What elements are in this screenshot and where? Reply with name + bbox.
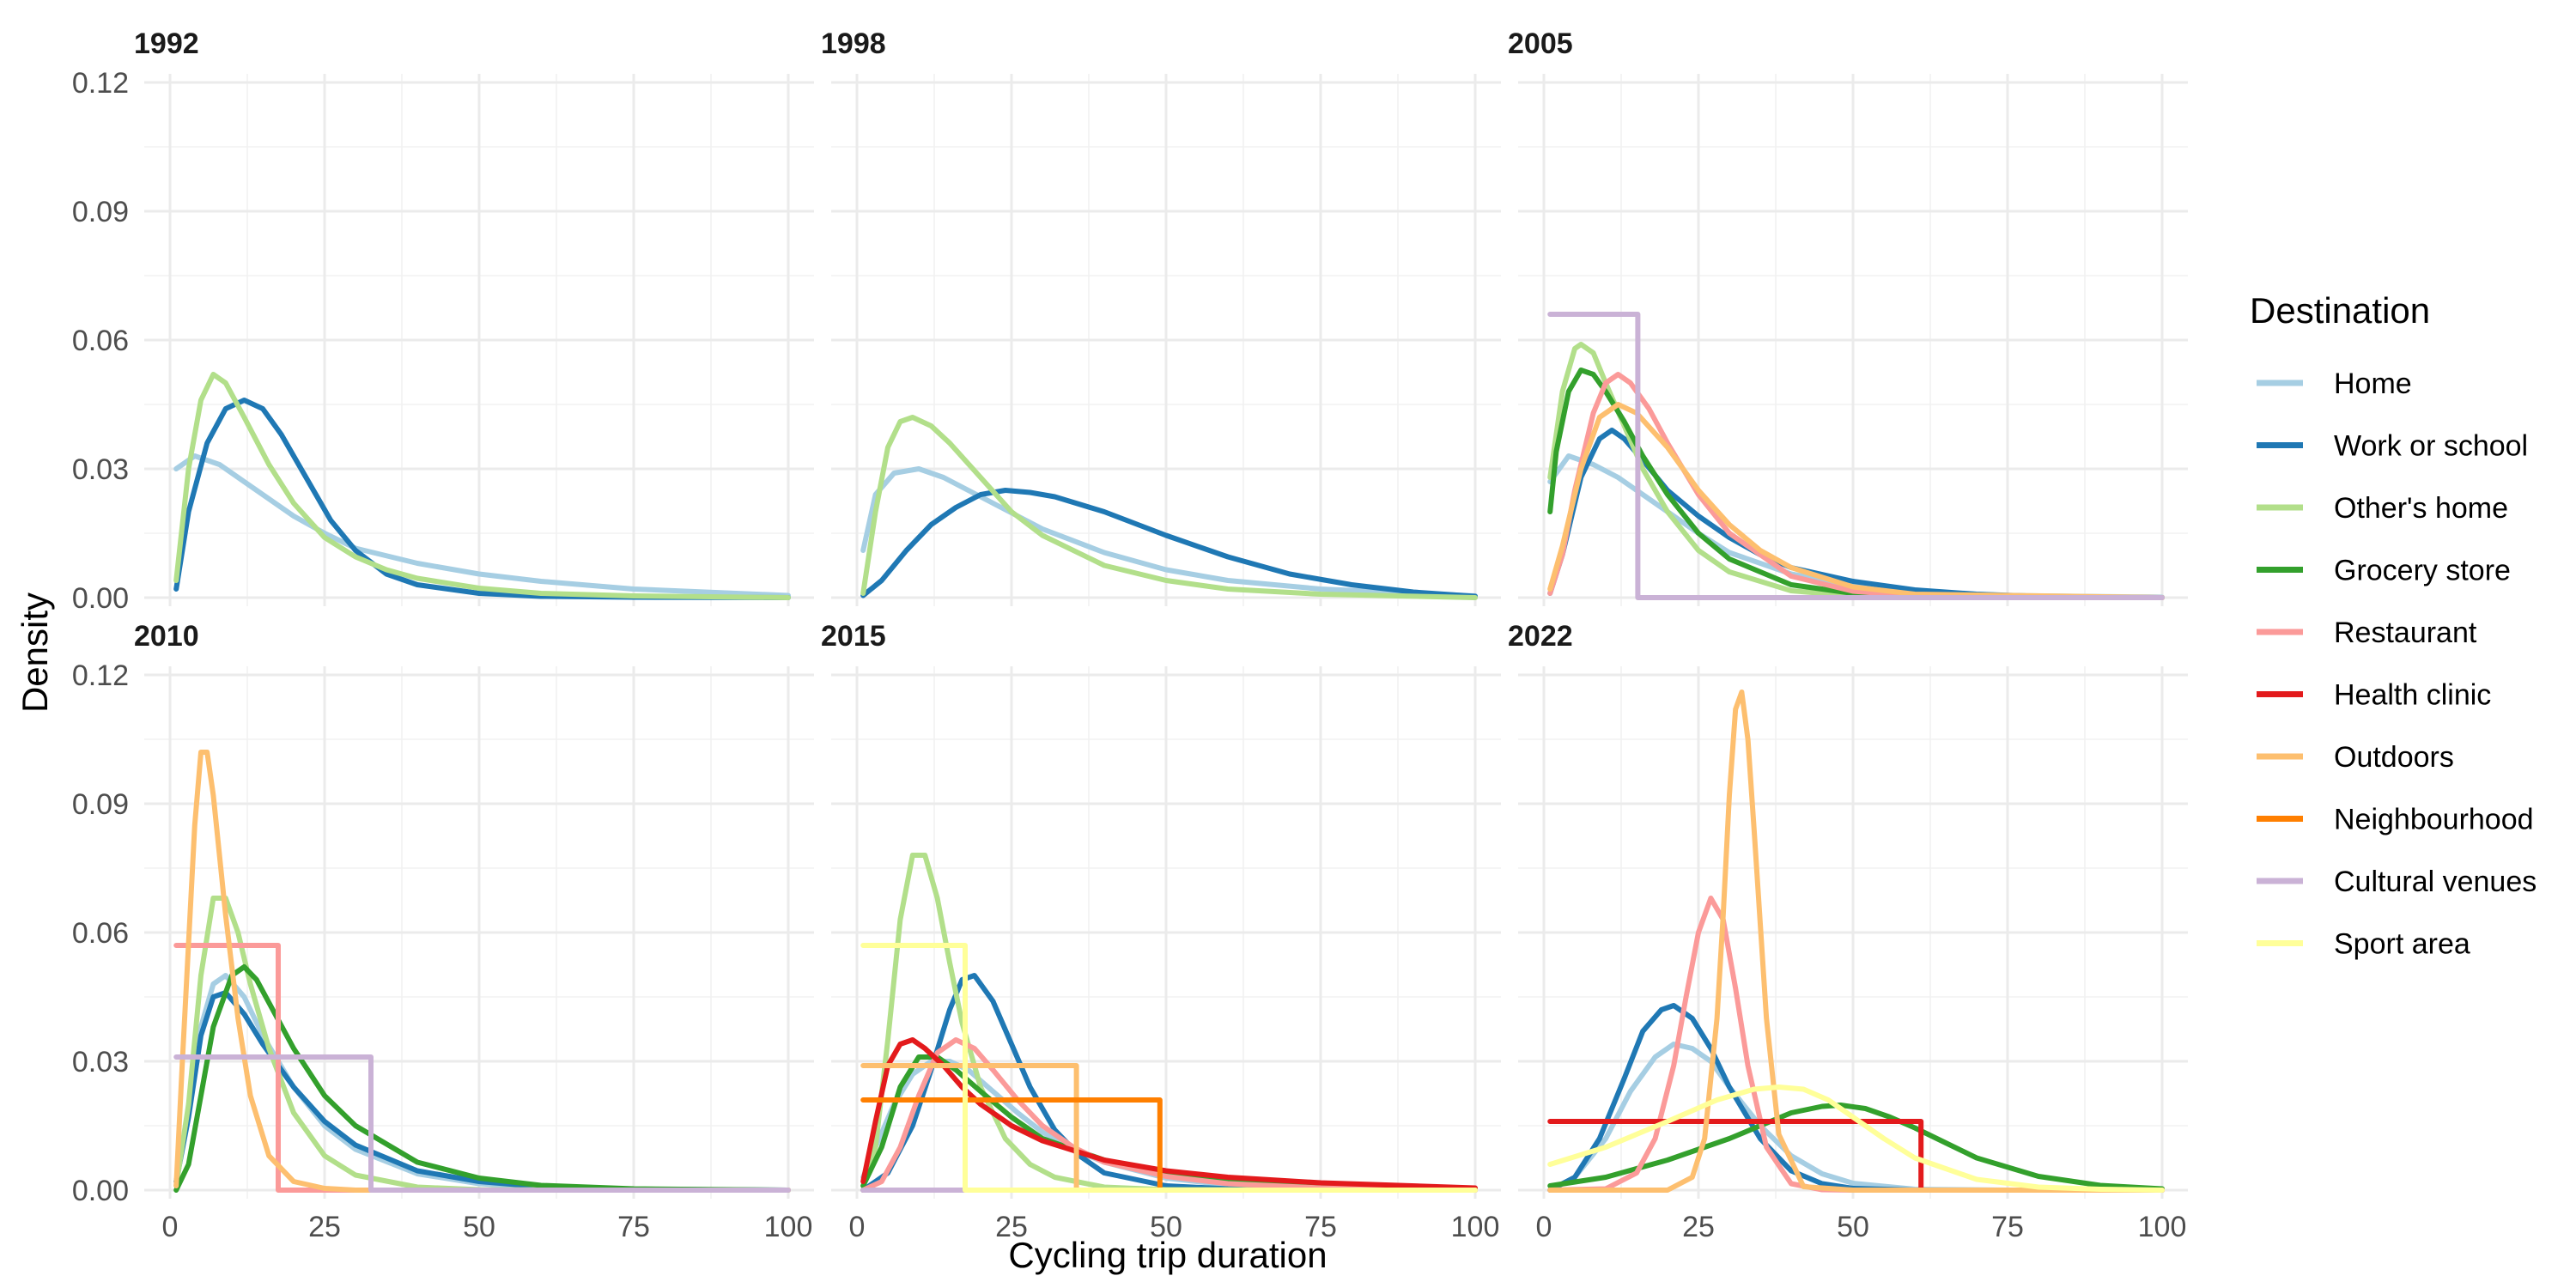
series-home [1547,1042,2165,1193]
legend-item-outdoors: Outdoors [2257,741,2454,774]
legend-label: Restaurant [2334,617,2477,649]
legend-label: Sport area [2334,928,2470,961]
x-tick-label: 100 [2138,1211,2187,1243]
legend-item-grocery-store: Grocery store [2257,555,2511,587]
legend-label: Home [2334,368,2412,400]
panel-title: 2022 [1508,620,1573,653]
series-work-or-school [1547,1003,2165,1193]
x-tick-label: 50 [463,1211,495,1243]
series-other-s-home [860,415,1478,600]
x-tick-label: 75 [1991,1211,2024,1243]
series-outdoors [1547,690,2165,1193]
series-home [860,466,1478,598]
panel-2022: 2022 0 25 50 75 100 [1508,620,2188,1243]
legend-label: Other's home [2334,492,2508,525]
legend-item-cultural-venues: Cultural venues [2257,866,2537,898]
panel-title: 1998 [821,27,886,60]
y-tick-label: 0.03 [72,1046,129,1078]
y-tick-label: 0.12 [72,67,129,100]
series-restaurant [1547,372,2165,600]
series-outdoors [173,750,791,1193]
legend-item-sport-area: Sport area [2257,928,2470,961]
y-axis-title: Density [15,592,55,713]
panel-title: 2015 [821,620,886,653]
series-other-s-home [173,372,791,600]
y-tick-label: 0.03 [72,453,129,486]
x-tick-label: 0 [162,1211,179,1243]
panel-2015: 2015 0 25 50 75 100 [821,620,1501,1243]
x-axis-title: Cycling trip duration [1008,1235,1327,1275]
legend-label: Outdoors [2334,741,2454,774]
x-tick-label: 0 [1536,1211,1552,1243]
panel-2010: 2010 0.00 0.03 0.06 0.09 0.12 0 25 50 75 100 [72,620,814,1243]
legend-item-other-s-home: Other's home [2257,492,2508,525]
series-work-or-school [173,990,791,1193]
legend: Destination Home Work or school Other's ho… [2250,290,2537,961]
legend-items: Home Work or school Other's home Grocery st… [2257,368,2537,961]
series-other-s-home [173,896,791,1193]
series-home [1547,453,2165,600]
series-restaurant [1547,896,2165,1193]
series-work-or-school [173,398,791,600]
x-tick-label: 0 [849,1211,866,1243]
series-home [173,453,791,598]
x-tick-label: 100 [764,1211,813,1243]
series-cultural-venues [173,1054,791,1193]
x-tick-label: 75 [1304,1211,1337,1243]
x-tick-label: 25 [308,1211,341,1243]
y-tick-label: 0.06 [72,325,129,357]
y-tick-label: 0.00 [72,1175,129,1207]
series-restaurant [860,1037,1478,1193]
x-tick-label: 50 [1150,1211,1182,1243]
series-sport-area [1547,1084,2165,1193]
series-grocery-store [173,964,791,1193]
legend-title: Destination [2250,290,2430,331]
panel-1998: 1998 [821,27,1501,606]
y-tick-label: 0.09 [72,196,129,228]
series-grocery-store [1547,368,2165,600]
legend-item-work-or-school: Work or school [2257,430,2528,463]
legend-item-restaurant: Restaurant [2257,617,2477,649]
legend-label: Cultural venues [2334,866,2537,898]
legend-label: Grocery store [2334,555,2511,587]
series-grocery-store [1547,1103,2165,1192]
x-tick-label: 75 [617,1211,650,1243]
series-health-clinic [860,1037,1478,1191]
series-sport-area [860,943,1478,1193]
y-tick-label: 0.00 [72,582,129,615]
series-cultural-venues [1547,312,2165,600]
panel-title: 1992 [134,27,199,60]
panel-title: 2005 [1508,27,1573,60]
panel-2005: 2005 [1508,27,2188,606]
x-tick-label: 50 [1837,1211,1869,1243]
series-other-s-home [1547,342,2165,600]
legend-label: Health clinic [2334,679,2491,712]
x-tick-label: 25 [995,1211,1028,1243]
legend-label: Neighbourhood [2334,804,2534,836]
y-tick-label: 0.06 [72,917,129,950]
legend-item-home: Home [2257,368,2412,400]
series-other-s-home [860,853,1478,1193]
legend-label: Work or school [2334,430,2528,463]
y-tick-label: 0.09 [72,788,129,821]
panel-1992: 1992 0.00 0.03 0.06 0.09 0.12 [72,27,814,615]
x-tick-label: 100 [1451,1211,1500,1243]
series-outdoors [1547,402,2165,600]
panel-title: 2010 [134,620,199,653]
x-tick-label: 25 [1682,1211,1715,1243]
legend-item-neighbourhood: Neighbourhood [2257,804,2534,836]
y-tick-label: 0.12 [72,659,129,692]
series-work-or-school [860,488,1478,599]
legend-item-health-clinic: Health clinic [2257,679,2491,712]
